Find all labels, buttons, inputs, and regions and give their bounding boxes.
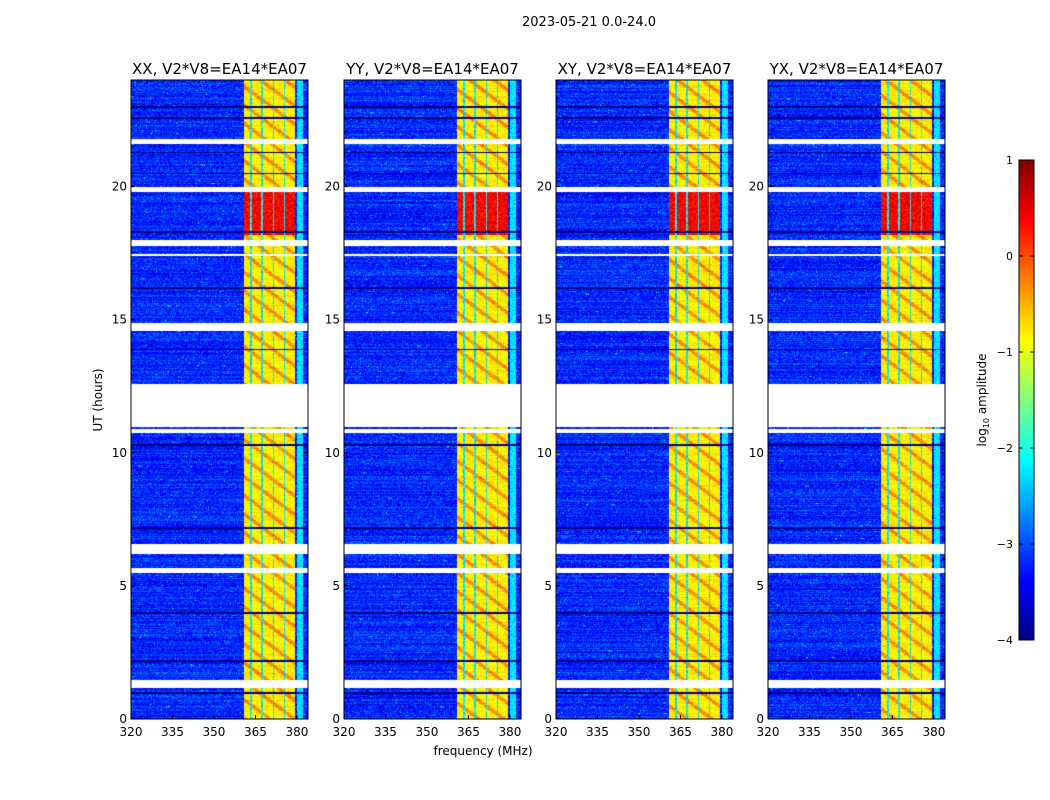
x-tick-label: 335 <box>798 725 821 739</box>
panel-frame <box>555 79 734 720</box>
panel-frame <box>767 79 946 720</box>
x-tick-label: 380 <box>498 725 521 739</box>
colorbar-label-part: 10 <box>982 418 991 428</box>
colorbar-tick-label: −4 <box>997 634 1013 647</box>
y-tick-label: 15 <box>537 313 552 327</box>
y-tick-label: 5 <box>756 579 764 593</box>
colorbar-label-part: log <box>975 428 989 446</box>
y-tick-label: 5 <box>119 579 127 593</box>
x-axis-label: frequency (MHz) <box>433 744 532 758</box>
x-tick-label: 380 <box>285 725 308 739</box>
y-tick-label: 20 <box>325 180 340 194</box>
y-tick-label: 10 <box>325 446 340 460</box>
colorbar-tick-label: 0 <box>1006 250 1013 263</box>
y-tick-label: 0 <box>544 712 552 726</box>
x-tick-label: 335 <box>586 725 609 739</box>
colorbar-tick-label: −2 <box>997 442 1013 455</box>
x-tick-label: 350 <box>203 725 226 739</box>
x-tick-label: 320 <box>333 725 356 739</box>
y-tick-label: 5 <box>544 579 552 593</box>
y-tick-label: 0 <box>332 712 340 726</box>
y-tick-label: 15 <box>749 313 764 327</box>
x-tick-label: 365 <box>669 725 692 739</box>
x-tick-label: 380 <box>710 725 733 739</box>
panel-frame <box>130 79 309 720</box>
y-tick-label: 10 <box>112 446 127 460</box>
x-tick-label: 335 <box>161 725 184 739</box>
colorbar-frame <box>1018 159 1035 641</box>
colorbar <box>1019 160 1034 640</box>
panel-title: YX, V2*V8=EA14*EA07 <box>769 60 944 78</box>
x-tick-label: 350 <box>416 725 439 739</box>
y-tick-label: 20 <box>112 180 127 194</box>
panel-title: YY, V2*V8=EA14*EA07 <box>345 60 519 78</box>
panel-frame <box>343 79 522 720</box>
colorbar-label: log10 amplitude <box>975 354 991 447</box>
x-tick-label: 380 <box>922 725 945 739</box>
heatmap-panel-1 <box>131 80 308 719</box>
y-tick-label: 20 <box>537 180 552 194</box>
x-tick-label: 320 <box>120 725 143 739</box>
y-tick-label: 10 <box>749 446 764 460</box>
heatmap-panel-2 <box>344 80 521 719</box>
colorbar-label-part: amplitude <box>975 354 989 418</box>
panel-title: XY, V2*V8=EA14*EA07 <box>558 60 732 78</box>
x-tick-label: 350 <box>840 725 863 739</box>
x-tick-label: 365 <box>457 725 480 739</box>
y-tick-label: 15 <box>112 313 127 327</box>
y-tick-label: 0 <box>119 712 127 726</box>
panel-title: XX, V2*V8=EA14*EA07 <box>132 60 307 78</box>
figure-title: 2023-05-21 0.0-24.0 <box>522 15 656 30</box>
y-tick-label: 20 <box>749 180 764 194</box>
x-tick-label: 335 <box>374 725 397 739</box>
y-tick-label: 15 <box>325 313 340 327</box>
colorbar-tick-label: 1 <box>1006 154 1013 167</box>
colorbar-tick-label: −3 <box>997 538 1013 551</box>
heatmap-panel-3 <box>556 80 733 719</box>
y-tick-label: 10 <box>537 446 552 460</box>
y-tick-label: 0 <box>756 712 764 726</box>
x-tick-label: 365 <box>244 725 267 739</box>
x-tick-label: 350 <box>628 725 651 739</box>
x-tick-label: 320 <box>757 725 780 739</box>
colorbar-tick-label: −1 <box>997 346 1013 359</box>
heatmap-panel-4 <box>768 80 945 719</box>
y-axis-label: UT (hours) <box>91 368 105 431</box>
x-tick-label: 320 <box>545 725 568 739</box>
y-tick-label: 5 <box>332 579 340 593</box>
x-tick-label: 365 <box>881 725 904 739</box>
